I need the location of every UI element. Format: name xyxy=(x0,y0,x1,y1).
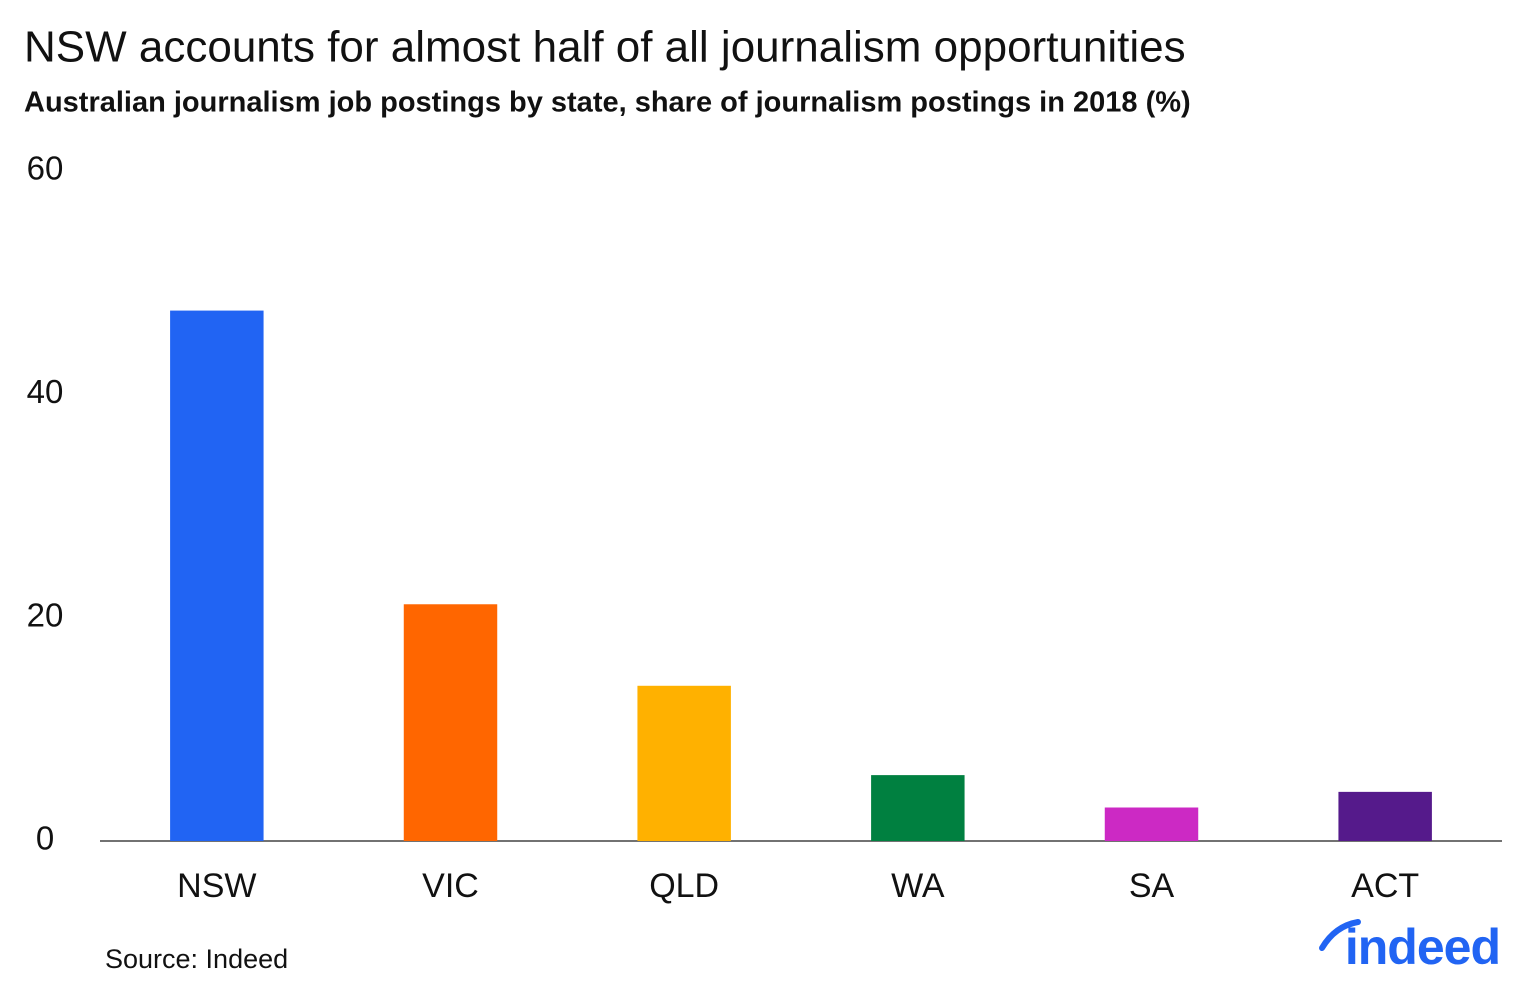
logo-arc xyxy=(1319,919,1361,951)
source: Source: Indeed xyxy=(105,944,288,974)
y-tick-label: 0 xyxy=(36,820,54,857)
x-tick-label: ACT xyxy=(1351,867,1419,905)
bar xyxy=(871,775,965,841)
x-tick-label: WA xyxy=(891,867,945,905)
y-tick-label: 20 xyxy=(27,596,64,633)
x-tick-label: NSW xyxy=(177,867,256,905)
bar xyxy=(1104,807,1199,841)
bar xyxy=(637,685,731,841)
x-tick-label: QLD xyxy=(649,867,719,905)
chart-title: NSW accounts for almost half of all jour… xyxy=(24,23,1186,72)
bar xyxy=(1338,791,1432,841)
bar xyxy=(403,604,498,841)
bar xyxy=(170,310,264,841)
logo: indeed xyxy=(1345,919,1500,975)
x-tick-label: SA xyxy=(1129,867,1175,905)
y-tick-label: 40 xyxy=(27,373,64,410)
chart-subtitle: Australian journalism job postings by st… xyxy=(24,87,1191,119)
y-tick-label: 60 xyxy=(27,150,64,187)
x-tick-label: VIC xyxy=(422,867,479,905)
